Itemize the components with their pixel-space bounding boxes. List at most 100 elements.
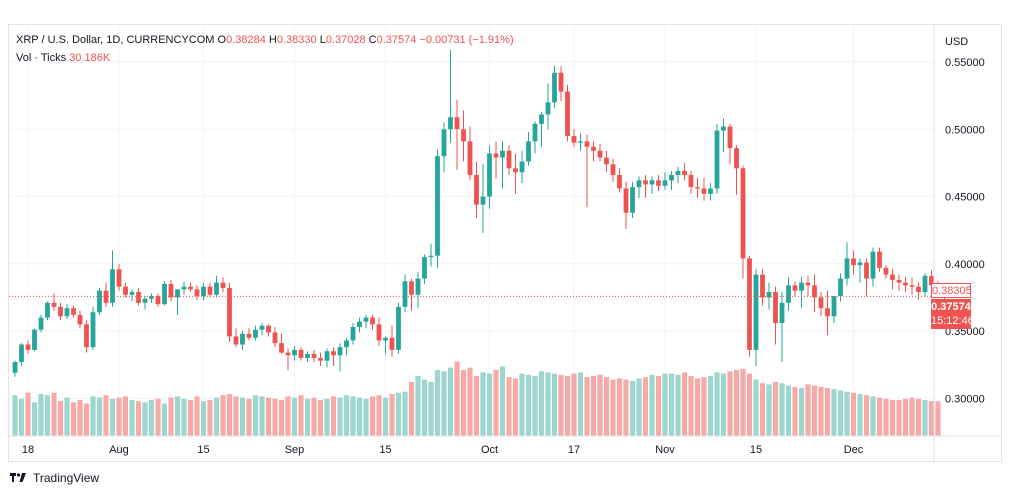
candle-body — [591, 146, 596, 151]
volume-label[interactable]: Vol · Ticks — [16, 52, 67, 64]
candle — [805, 275, 811, 297]
volume-bar — [694, 378, 701, 436]
volume-bar — [909, 397, 915, 436]
time-axis[interactable]: 18 Aug 15 Sep 15 Oct 17 Nov 15 Dec — [22, 444, 864, 456]
candle — [149, 293, 154, 303]
candle — [558, 66, 564, 102]
candle — [656, 175, 661, 192]
candle — [350, 322, 356, 345]
volume-bar — [876, 397, 883, 436]
volume-bar — [740, 368, 746, 436]
candle-body — [740, 168, 746, 259]
volume-bar — [870, 396, 876, 436]
candle — [441, 122, 447, 173]
volume-bar — [330, 396, 337, 436]
candle-body — [812, 285, 817, 298]
volume-bar — [863, 395, 870, 436]
high-value: 0.38330 — [276, 34, 317, 46]
symbol-title[interactable]: XRP / U.S. Dollar, 1D, CURRENCYCOM — [16, 34, 215, 46]
volume-bar — [597, 374, 603, 436]
candle-body — [396, 306, 401, 350]
volume-bar — [83, 403, 90, 436]
candle — [591, 141, 596, 162]
candle-body — [727, 126, 733, 149]
candle — [701, 177, 707, 201]
volume-bar — [12, 395, 18, 436]
volume-bar — [324, 398, 330, 436]
volume-bar — [714, 372, 720, 436]
volume-bar — [805, 384, 811, 436]
close-label: C — [368, 34, 377, 46]
candle — [162, 281, 167, 306]
price-axis[interactable]: 0.55000 0.50000 0.45000 0.40000 0.35000 0.300… — [945, 57, 985, 405]
candle — [851, 250, 856, 275]
time-tick-label: 17 — [568, 444, 580, 456]
volume-bar — [766, 384, 772, 436]
volume-bar — [772, 382, 779, 436]
candle-body — [214, 282, 219, 295]
candle-body — [584, 141, 590, 147]
volume-bar — [31, 402, 38, 436]
candle — [597, 144, 603, 162]
tradingview-logo-icon — [10, 472, 26, 482]
candle-body — [142, 298, 148, 303]
candle — [97, 288, 102, 315]
candle — [71, 305, 76, 318]
candle-body — [792, 285, 798, 291]
volume-bar — [428, 382, 434, 436]
high-label: H — [268, 34, 277, 46]
volume-bar — [460, 370, 467, 436]
candle-body — [84, 324, 89, 348]
candle — [188, 282, 193, 293]
price-chart[interactable]: USD 0.550000.500000.450000.400000.350000… — [9, 25, 1001, 461]
volume-bar — [610, 379, 616, 436]
candle — [110, 250, 115, 307]
volume-bar — [434, 370, 441, 436]
candle-body — [220, 282, 226, 289]
candle-body — [207, 286, 213, 295]
volume-bar — [441, 371, 447, 436]
volume-bar — [369, 396, 376, 436]
candle — [708, 183, 713, 201]
volume-bar — [733, 370, 740, 436]
candle — [877, 247, 882, 272]
candle — [799, 277, 804, 309]
time-tick-label: 15 — [379, 444, 391, 456]
footer[interactable]: TradingView — [10, 471, 99, 485]
volume-bar — [174, 396, 181, 436]
time-tick-label: Sep — [285, 444, 305, 456]
candle — [818, 292, 824, 317]
candle — [864, 258, 869, 297]
volume-bar — [415, 376, 421, 436]
candle — [25, 340, 31, 354]
candle — [487, 145, 492, 209]
candle — [227, 282, 232, 342]
candle-body — [357, 321, 362, 328]
candle-body — [506, 150, 512, 169]
candle-body — [623, 188, 629, 213]
volume-bar — [304, 398, 311, 436]
candle — [916, 282, 921, 301]
volume-legend: Vol · Ticks 30.186K — [16, 52, 110, 64]
candle — [168, 279, 174, 302]
candle-body — [909, 285, 915, 287]
candle — [448, 49, 453, 143]
volume-bar — [239, 397, 246, 436]
candle — [12, 360, 18, 377]
candle — [896, 274, 902, 291]
volume-bar — [883, 398, 889, 436]
volume-bar — [493, 370, 499, 436]
volume-bar — [200, 401, 207, 436]
candle — [857, 258, 863, 283]
candle — [357, 317, 362, 333]
volume-bar — [590, 376, 597, 436]
candle-body — [415, 278, 421, 295]
candle-body — [298, 349, 304, 358]
candle-body — [461, 129, 466, 142]
volume-bar — [785, 385, 792, 436]
candle — [747, 255, 752, 357]
time-tick-label: 18 — [22, 444, 34, 456]
candle-body — [383, 337, 388, 341]
candle-body — [864, 262, 869, 279]
candle-body — [487, 153, 492, 197]
